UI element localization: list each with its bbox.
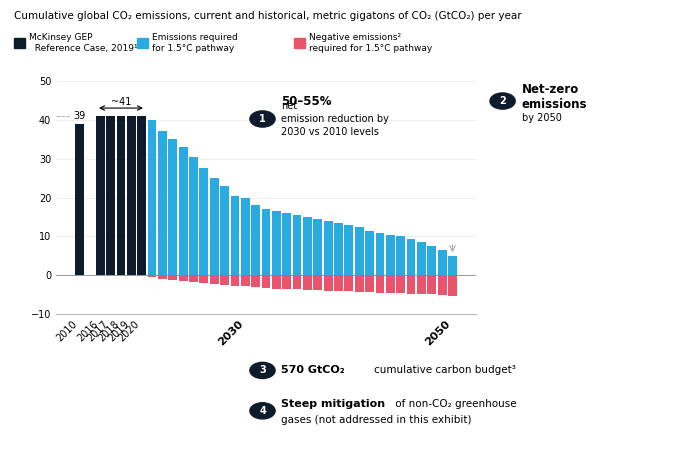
Bar (396, 237, 405, 275)
Bar (251, 205, 260, 275)
Text: 2: 2 (499, 96, 506, 106)
Bar (303, 217, 312, 275)
Bar (262, 275, 270, 288)
Bar (168, 139, 177, 275)
Bar (137, 116, 146, 275)
Text: Cumulative global CO₂ emissions, current and historical, metric gigatons of CO₂ : Cumulative global CO₂ emissions, current… (14, 11, 522, 21)
Text: 50–55%: 50–55% (281, 95, 332, 107)
Bar (293, 275, 302, 290)
Bar (324, 275, 332, 291)
Text: 4: 4 (259, 406, 266, 416)
Bar (344, 225, 354, 275)
Bar (314, 219, 322, 275)
Bar (220, 275, 229, 285)
Bar (199, 168, 208, 275)
Text: Negative emissions²
required for 1.5°C pathway: Negative emissions² required for 1.5°C p… (309, 33, 433, 53)
Bar (438, 250, 447, 275)
Bar (303, 275, 312, 290)
Text: ~41: ~41 (111, 97, 131, 106)
Bar (241, 275, 250, 286)
Bar (241, 198, 250, 275)
Bar (293, 215, 302, 275)
Text: of non-CO₂ greenhouse: of non-CO₂ greenhouse (392, 399, 517, 409)
Bar (365, 275, 374, 292)
Bar (189, 157, 198, 275)
Bar (168, 275, 177, 281)
Bar (334, 223, 343, 275)
Bar (282, 275, 291, 289)
Bar (262, 209, 270, 275)
Text: 1: 1 (259, 114, 266, 124)
Text: McKinsey GEP
  Reference Case, 2019¹: McKinsey GEP Reference Case, 2019¹ (29, 33, 138, 53)
Bar (334, 275, 343, 291)
Bar (230, 196, 239, 275)
Bar (438, 275, 447, 295)
Bar (116, 116, 125, 275)
Bar (314, 275, 322, 290)
Text: cumulative carbon budget³: cumulative carbon budget³ (374, 365, 517, 375)
Text: net
emission reduction by
2030 vs 2010 levels: net emission reduction by 2030 vs 2010 l… (281, 101, 389, 137)
Bar (428, 275, 436, 295)
Bar (417, 242, 426, 275)
Bar (324, 221, 332, 275)
Text: 39: 39 (74, 111, 85, 121)
Bar (386, 234, 395, 275)
Text: 3: 3 (259, 365, 266, 375)
Bar (220, 186, 229, 275)
Bar (148, 120, 156, 275)
Bar (199, 275, 208, 283)
Bar (428, 246, 436, 275)
Text: Net-zero: Net-zero (522, 84, 579, 96)
Bar (158, 132, 167, 275)
Bar (355, 275, 364, 292)
Bar (127, 116, 136, 275)
Bar (210, 178, 218, 275)
Bar (417, 275, 426, 294)
Bar (189, 275, 198, 282)
Bar (210, 275, 218, 284)
Bar (448, 275, 457, 295)
Bar (251, 275, 260, 287)
Bar (396, 275, 405, 293)
Text: 570 GtCO₂: 570 GtCO₂ (281, 365, 345, 375)
Bar (148, 275, 156, 277)
Bar (96, 116, 104, 275)
Bar (407, 239, 416, 275)
Text: by 2050: by 2050 (522, 113, 561, 123)
Bar (407, 275, 416, 294)
Bar (230, 275, 239, 286)
Bar (158, 275, 167, 279)
Bar (272, 275, 281, 289)
Text: Emissions required
for 1.5°C pathway: Emissions required for 1.5°C pathway (152, 33, 238, 53)
Bar (355, 227, 364, 275)
Bar (376, 275, 384, 292)
Bar (344, 275, 354, 291)
Bar (376, 233, 384, 275)
Bar (178, 147, 188, 275)
Bar (386, 275, 395, 293)
Bar (365, 231, 374, 275)
Bar (272, 211, 281, 275)
Text: Steep mitigation: Steep mitigation (281, 399, 386, 409)
Text: emissions: emissions (522, 98, 587, 110)
Bar (106, 116, 115, 275)
Bar (282, 213, 291, 275)
Bar (75, 123, 84, 275)
Text: gases (not addressed in this exhibit): gases (not addressed in this exhibit) (281, 415, 472, 425)
Bar (448, 256, 457, 275)
Bar (178, 275, 188, 281)
